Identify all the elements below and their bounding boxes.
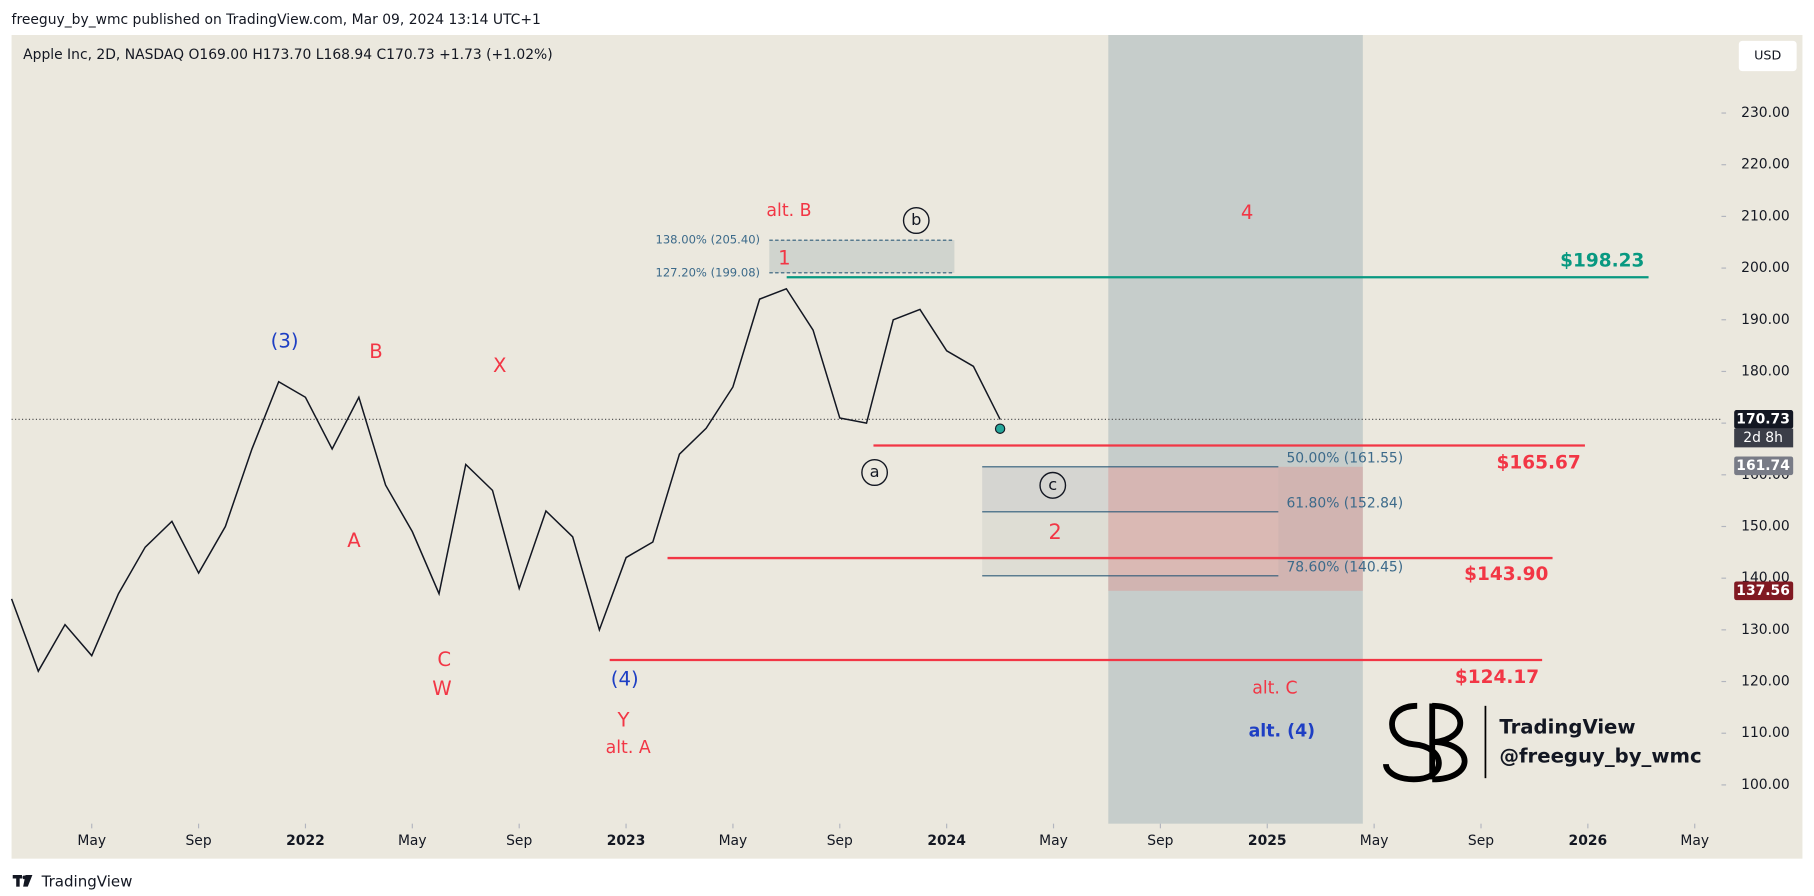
last-point [994,423,1006,434]
x-tick-label: 2023 [607,833,646,849]
x-tick-label: May [719,833,748,849]
x-tick-label: Sep [1147,833,1173,849]
wave-label: W [432,677,451,700]
x-tick-label: Sep [186,833,212,849]
y-tick-label: 100.00 [1741,777,1790,793]
wave-label: A [347,529,361,552]
wave-label: 2 [1048,520,1061,544]
price-tag [1734,410,1794,429]
x-tick-label: Sep [506,833,532,849]
price-tag-label: 161.74 [1736,458,1790,474]
x-tick-label: 2026 [1569,833,1608,849]
loss-zone [1108,466,1363,591]
y-tick-label: 150.00 [1741,518,1790,534]
x-tick-label: 2024 [927,833,966,849]
fib-label: 61.80% (152.84) [1286,496,1403,512]
legend: Apple Inc, 2D, NASDAQ O169.00 H173.70 L1… [23,47,552,63]
x-tick-label: Sep [827,833,853,849]
wave-label: X [493,354,506,377]
x-tick-label: May [398,833,427,849]
footer-logo [12,875,33,887]
wave-circle [1039,471,1067,499]
wave-label: C [437,648,451,671]
countdown: 2d 8h [1743,430,1783,446]
watermark-handle: @freeguy_by_wmc [1499,745,1701,768]
level-label: $143.90 [1464,564,1548,585]
x-tick-label: May [1360,833,1389,849]
countdown-bg [1734,428,1794,448]
fib-label: 138.00% (205.40) [655,233,760,247]
currency-box[interactable] [1738,40,1797,72]
y-tick-label: 110.00 [1741,725,1790,741]
price-tag-label: 137.56 [1736,583,1790,599]
level-label: $198.23 [1560,250,1644,271]
currency: USD [1754,48,1781,63]
fib-ext-zone [769,240,955,273]
price-tag [1734,581,1794,601]
level-label: $165.67 [1497,452,1581,473]
header: freeguy_by_wmc published on TradingView.… [12,12,541,28]
y-tick-label: 200.00 [1741,260,1790,276]
watermark-logo [1383,702,1487,783]
y-tick-label: 130.00 [1741,622,1790,638]
y-tick-label: 220.00 [1741,157,1790,173]
x-tick-label: 2025 [1248,833,1287,849]
fib-label: 50.00% (161.55) [1286,451,1403,467]
footer: TradingView [41,872,133,890]
x-tick-label: 2022 [286,833,325,849]
fib-label: 78.60% (140.45) [1286,560,1403,576]
fib-label: 127.20% (199.08) [655,265,760,279]
price-tag [1734,456,1794,476]
wave-label: c [1048,475,1057,494]
x-tick-label: May [1680,833,1709,849]
price-line [10,287,1001,673]
wave-label: alt. B [766,201,811,221]
x-tick-label: Sep [1468,833,1494,849]
x-tick-label: May [1039,833,1068,849]
wave-label: b [911,210,921,229]
y-tick-label: 120.00 [1741,674,1790,690]
y-tick-label: 230.00 [1741,105,1790,121]
watermark-title: TradingView [1499,715,1635,738]
wave-label: alt. C [1252,678,1297,698]
wave-label: (3) [271,329,299,352]
wave-label: Y [617,708,631,731]
wave-label: alt. A [606,738,651,758]
level-label: $124.17 [1455,667,1539,688]
chart-bg [11,35,1803,859]
x-tick-label: May [77,833,106,849]
y-tick-label: 180.00 [1741,363,1790,379]
wave-label: alt. (4) [1249,721,1315,741]
price-tag-label: 170.73 [1736,411,1790,427]
wave-label: a [870,462,880,481]
wave-circle [902,206,930,235]
wave-label: 1 [778,246,791,269]
wave-circle [861,458,889,487]
y-tick-label: 210.00 [1741,208,1790,224]
y-tick-label: 190.00 [1741,312,1790,328]
wave-label: (4) [611,668,639,691]
wave-label: B [369,340,383,363]
wave-label: 4 [1241,201,1254,224]
target-zone [1108,35,1363,824]
